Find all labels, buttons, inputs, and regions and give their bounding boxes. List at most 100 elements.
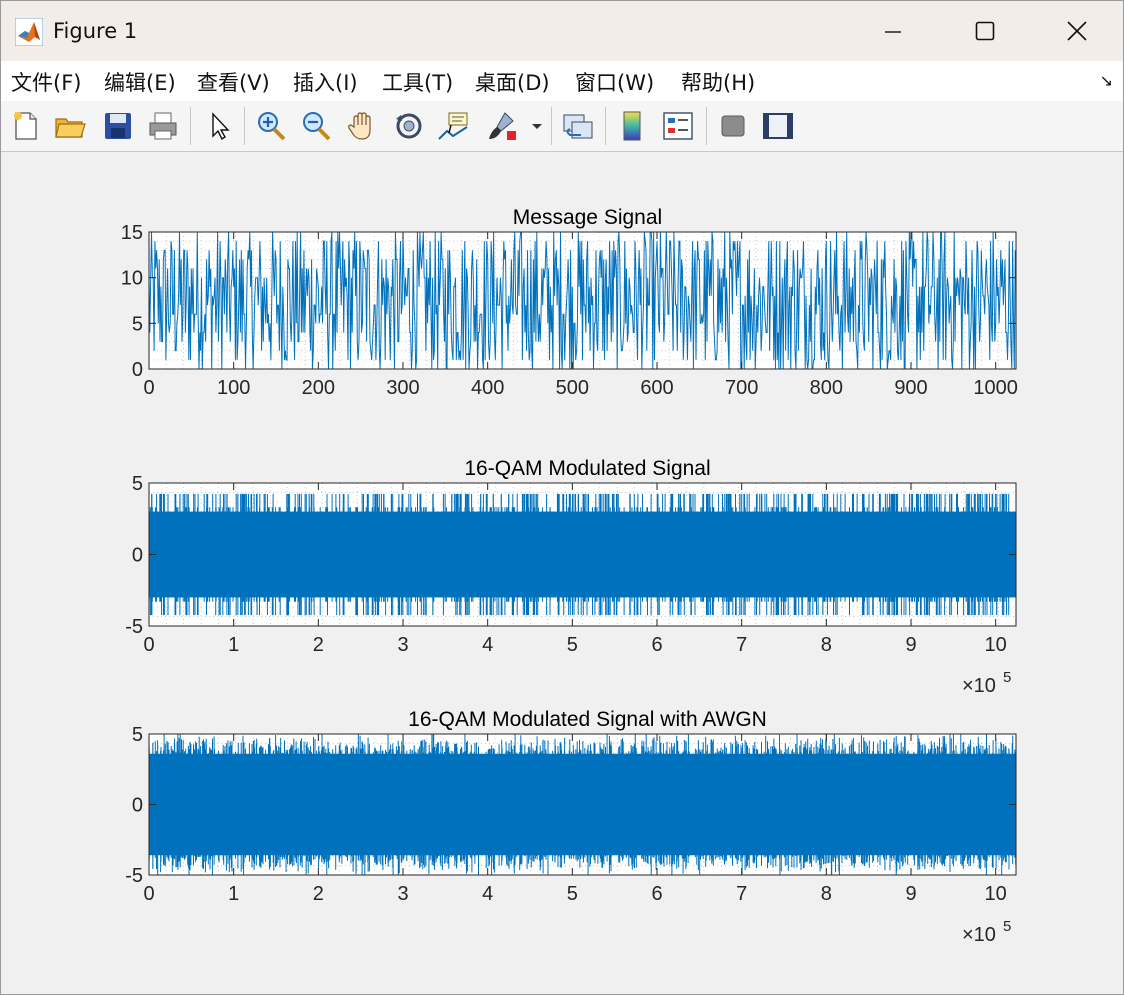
toolbar-separator	[190, 107, 191, 145]
open-file-icon	[55, 118, 86, 138]
pointer-icon	[212, 112, 230, 141]
brush-icon	[489, 112, 516, 140]
maximize-button[interactable]	[939, 1, 1031, 61]
x-tick-label: 600	[640, 377, 673, 399]
rotate-3d-button[interactable]	[392, 109, 426, 143]
x-tick-label: 900	[894, 377, 927, 399]
menu-edit[interactable]: 编辑(E)	[104, 71, 176, 95]
figure-toolbar	[1, 101, 1123, 152]
title-bar[interactable]: Figure 1	[1, 1, 1123, 61]
y-tick-label: 5	[132, 473, 143, 495]
menu-view[interactable]: 查看(V)	[197, 71, 270, 95]
x-tick-label: 3	[397, 883, 408, 905]
new-figure-button[interactable]	[9, 109, 43, 143]
y-tick-label: 0	[132, 545, 143, 567]
y-tick-label: 10	[121, 268, 143, 290]
x-tick-label: 2	[313, 634, 324, 656]
menu-file[interactable]: 文件(F)	[11, 71, 82, 95]
x-tick-label: 1	[228, 634, 239, 656]
show-plot-tools-icon	[763, 113, 793, 139]
link-plot-icon	[563, 114, 593, 139]
data-cursor-icon	[438, 112, 468, 140]
zoom-out-button[interactable]	[299, 109, 333, 143]
x-tick-label: 100	[217, 377, 250, 399]
x-exponent-power: 5	[1003, 669, 1011, 686]
maximize-icon	[975, 21, 995, 41]
x-tick-label: 6	[651, 634, 662, 656]
x-tick-label: 1000	[973, 377, 1018, 399]
menu-overflow-icon[interactable]: ↘	[1099, 71, 1113, 90]
x-tick-label: 7	[736, 883, 747, 905]
y-tick-label: 0	[132, 795, 143, 817]
x-tick-label: 0	[143, 883, 154, 905]
plots-svg: 0 100 200 300 400 500 600 700 800 900 1000051015Me…	[121, 206, 1018, 946]
x-tick-label: 300	[386, 377, 419, 399]
y-tick-label: -5	[125, 865, 143, 887]
x-tick-label: 9	[905, 883, 916, 905]
close-icon	[1067, 21, 1087, 41]
x-tick-label: 6	[651, 883, 662, 905]
print-icon	[149, 112, 177, 140]
zoom-in-icon	[258, 112, 286, 141]
close-button[interactable]	[1031, 1, 1123, 61]
x-exponent-label: ×10	[962, 675, 996, 697]
figure-canvas[interactable]: 0 100 200 300 400 500 600 700 800 900 1000 0 5 10 15 Me…	[1, 152, 1123, 994]
x-exponent-power: 5	[1003, 918, 1011, 935]
x-tick-label: 10	[985, 883, 1007, 905]
y-tick-label: 0	[132, 359, 143, 381]
minimize-icon	[885, 31, 901, 33]
colorbar-button[interactable]	[615, 109, 649, 143]
brush-dropdown-icon	[532, 124, 542, 129]
menu-insert[interactable]: 插入(I)	[293, 71, 358, 95]
show-plot-tools-button[interactable]	[761, 109, 795, 143]
brush-dropdown-button[interactable]	[529, 109, 545, 143]
x-tick-label: 800	[810, 377, 843, 399]
menu-help[interactable]: 帮助(H)	[681, 71, 756, 95]
x-tick-label: 4	[482, 634, 493, 656]
minimize-button[interactable]	[847, 1, 939, 61]
hide-plot-tools-button[interactable]	[716, 109, 750, 143]
new-figure-icon	[14, 112, 37, 140]
y-tick-label: -5	[125, 616, 143, 638]
signal-core-band	[149, 511, 1016, 598]
toolbar-separator	[706, 107, 707, 145]
zoom-out-icon	[303, 112, 331, 141]
print-button[interactable]	[146, 109, 180, 143]
message-signal-line	[148, 231, 1016, 370]
menu-desktop[interactable]: 桌面(D)	[475, 71, 550, 95]
link-plot-button[interactable]	[561, 109, 595, 143]
menu-window[interactable]: 窗口(W)	[575, 71, 655, 95]
x-tick-label: 10	[985, 634, 1007, 656]
x-exponent-label: ×10	[962, 924, 996, 946]
window-title: Figure 1	[53, 19, 138, 43]
colorbar-icon	[623, 111, 641, 141]
data-cursor-button[interactable]	[437, 109, 471, 143]
signal-spikes	[149, 493, 1010, 616]
zoom-in-button[interactable]	[254, 109, 288, 143]
x-tick-label: 8	[821, 883, 832, 905]
menu-bar: 文件(F) 编辑(E) 查看(V) 插入(I) 工具(T) 桌面(D) 窗口(W…	[1, 61, 1123, 101]
legend-button[interactable]	[661, 109, 695, 143]
rotate-3d-icon	[396, 113, 422, 139]
axes-title: Message Signal	[513, 206, 662, 229]
hide-plot-tools-icon	[721, 115, 745, 137]
pan-button[interactable]	[345, 109, 379, 143]
x-tick-label: 0	[143, 634, 154, 656]
open-file-button[interactable]	[53, 109, 87, 143]
save-button[interactable]	[101, 109, 135, 143]
legend-icon	[663, 112, 693, 140]
x-tick-label: 8	[821, 634, 832, 656]
axes-box	[148, 231, 1017, 370]
menu-tools[interactable]: 工具(T)	[382, 71, 454, 95]
y-tick-label: 5	[132, 724, 143, 746]
y-tick-label: 5	[132, 313, 143, 335]
y-tick-label: 15	[121, 222, 143, 244]
x-tick-label: 400	[471, 377, 504, 399]
axes-title: 16-QAM Modulated Signal with AWGN	[408, 708, 767, 731]
brush-button[interactable]	[485, 109, 519, 143]
matlab-logo-icon	[15, 18, 43, 46]
pointer-button[interactable]	[203, 109, 237, 143]
x-tick-label: 1	[228, 883, 239, 905]
